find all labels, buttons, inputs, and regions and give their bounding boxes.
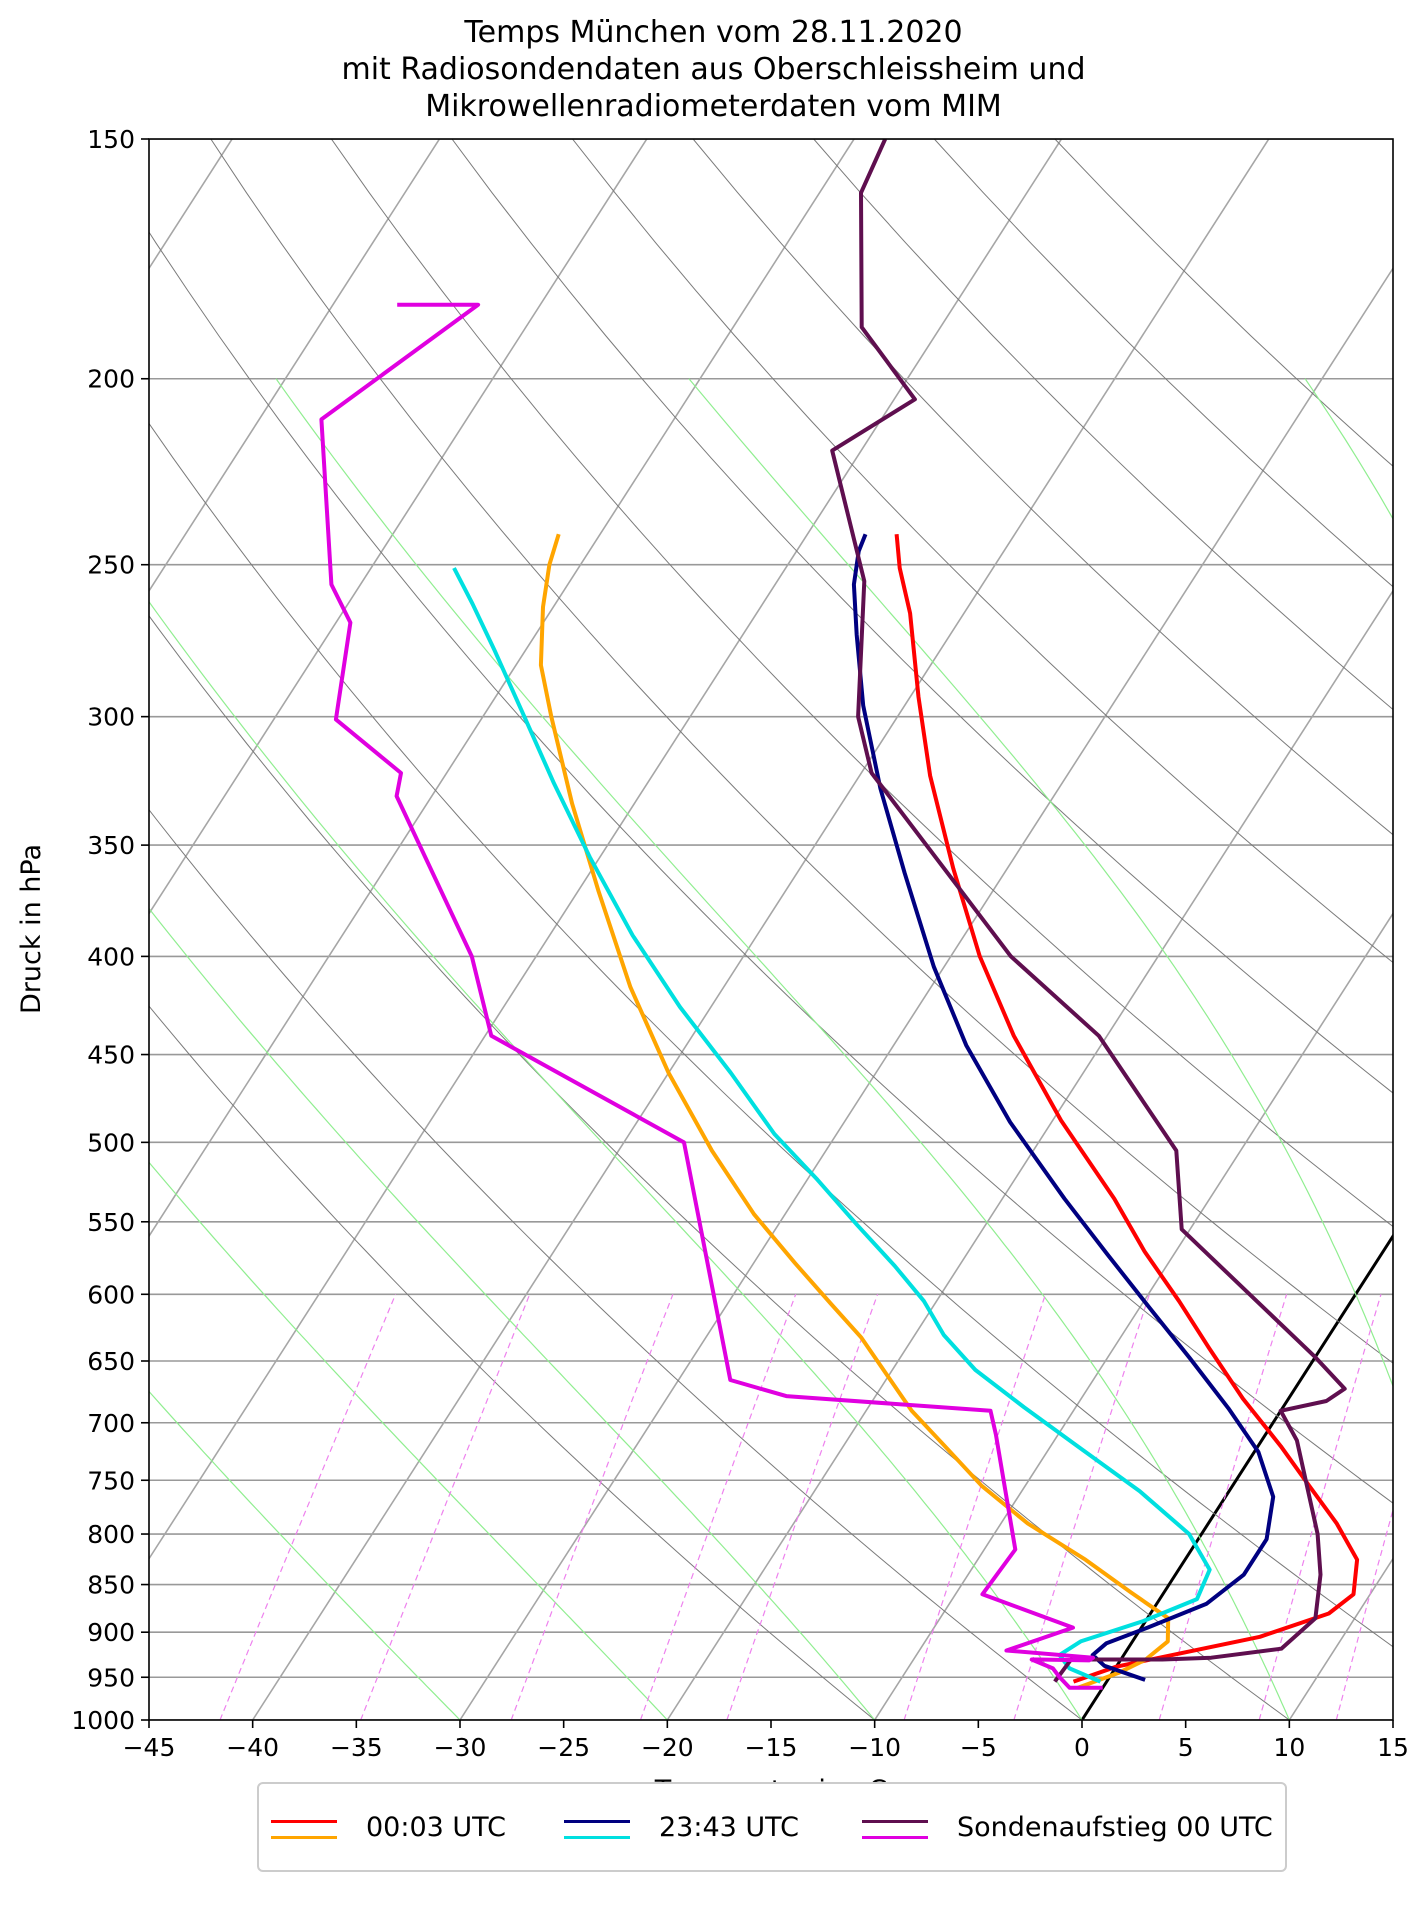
dry-adiabat-line — [149, 1005, 876, 1720]
dry-adiabat-line — [149, 809, 1083, 1720]
zero-isotherm-line — [1080, 1233, 1393, 1720]
series-line — [319, 302, 1103, 1690]
legend-label: 23:43 UTC — [659, 1812, 799, 1843]
isotherm-line — [149, 139, 234, 270]
x-tick-label: −25 — [537, 1733, 590, 1762]
x-tick-label: −15 — [745, 1733, 798, 1762]
chart-title-line-3: Mikrowellenradiometerdaten vom MIM — [425, 89, 1002, 124]
y-tick-label: 300 — [87, 703, 135, 732]
mixing-ratio-line — [360, 1294, 531, 1720]
x-tick-label: −40 — [226, 1733, 279, 1762]
mixing-ratio-line — [903, 1294, 1047, 1720]
mixing-ratio-line — [1013, 1294, 1150, 1720]
y-tick-label: 200 — [87, 365, 135, 394]
y-tick-label: 750 — [87, 1466, 135, 1495]
y-tick-label: 700 — [87, 1409, 135, 1438]
y-tick-label: 1000 — [71, 1706, 135, 1735]
series-line — [538, 533, 1171, 1690]
dry-adiabat-line — [1054, 139, 1393, 467]
legend-label: 00:03 UTC — [366, 1812, 506, 1843]
x-tick-label: −35 — [330, 1733, 383, 1762]
series-line — [894, 534, 1360, 1684]
profile-lines — [319, 139, 1360, 1690]
dry-adiabat-line — [330, 139, 1393, 1228]
x-tick-label: −5 — [960, 1733, 997, 1762]
y-tick-label: 650 — [87, 1347, 135, 1376]
dry-adiabat-line — [149, 615, 1290, 1720]
y-tick-label: 800 — [87, 1520, 135, 1549]
isotherm-line — [873, 912, 1393, 1720]
isotherm-line — [251, 139, 1270, 1720]
chart-title: Temps München vom 28.11.2020 mit Radioso… — [0, 14, 1427, 125]
moist-adiabat-line — [149, 1390, 461, 1720]
dry-adiabat-line — [149, 231, 1393, 1504]
dry-adiabat-line — [692, 139, 1393, 836]
legend-swatch-dewpoint — [862, 1836, 928, 1839]
legend-label: Sondenaufstieg 00 UTC — [957, 1812, 1273, 1843]
isotherm-line — [149, 139, 648, 915]
series-line — [452, 567, 1212, 1684]
dry-adiabat-line — [813, 139, 1393, 711]
moist-adiabat-line — [149, 907, 876, 1720]
mixing-ratio-line — [1158, 1294, 1288, 1720]
chart-title-line-1: Temps München vom 28.11.2020 — [464, 15, 963, 50]
mixing-ratio-line — [1258, 1294, 1382, 1720]
x-tick-label: 10 — [1273, 1733, 1305, 1762]
y-axis-label: Druck in hPa — [16, 844, 47, 1014]
mixing-ratio-line — [510, 1294, 674, 1720]
isotherm-line — [459, 266, 1393, 1720]
x-tick-label: −20 — [641, 1733, 694, 1762]
legend: 00:03 UTC 23:43 UTC Sondenaufstieg 00 UT… — [257, 1782, 1287, 1872]
x-tick-label: 5 — [1178, 1733, 1194, 1762]
x-tick-label: 0 — [1074, 1733, 1090, 1762]
y-tick-label: 250 — [87, 551, 135, 580]
dry-adiabat-line — [149, 422, 1393, 1648]
x-tick-label: −10 — [848, 1733, 901, 1762]
dry-adiabat-line — [451, 139, 1393, 1094]
legend-swatch-temperature — [564, 1820, 630, 1823]
mixing-ratio-line — [639, 1294, 797, 1720]
isotherm-line — [149, 139, 1063, 1561]
isotherm-line — [149, 139, 856, 1238]
y-tick-label: 900 — [87, 1618, 135, 1647]
y-tick-label: 550 — [87, 1208, 135, 1237]
y-tick-label: 350 — [87, 831, 135, 860]
legend-swatch-dewpoint — [271, 1836, 337, 1839]
moist-adiabat-line — [688, 378, 1393, 1388]
isotherm-line — [1288, 1557, 1393, 1720]
y-tick-label: 450 — [87, 1041, 135, 1070]
legend-swatch-temperature — [271, 1820, 337, 1823]
y-tick-label: 600 — [87, 1280, 135, 1309]
legend-swatch-temperature — [862, 1820, 928, 1823]
y-tick-label: 400 — [87, 942, 135, 971]
chart-title-line-2: mit Radiosondendaten aus Oberschleisshei… — [341, 52, 1086, 87]
series-line — [851, 533, 1276, 1682]
moist-adiabat-line — [149, 600, 1083, 1720]
mixing-ratio-line — [726, 1294, 879, 1720]
dry-adiabat-line — [210, 139, 1393, 1364]
axes: 1000 950 900 850 800 750 700 650 600 550 500 450 400… — [71, 125, 1409, 1762]
y-tick-label: 950 — [87, 1663, 135, 1692]
legend-swatch-dewpoint — [564, 1836, 630, 1839]
x-tick-label: −45 — [123, 1733, 176, 1762]
x-tick-label: 15 — [1377, 1733, 1409, 1762]
y-tick-label: 850 — [87, 1571, 135, 1600]
mixing-ratio-line — [219, 1294, 397, 1720]
isotherm-line — [666, 589, 1393, 1720]
mixing-ratio-line — [1335, 1507, 1393, 1720]
moist-adiabat-line — [1304, 378, 1393, 521]
y-tick-label: 500 — [87, 1128, 135, 1157]
diagram-background-lines — [149, 139, 1393, 1720]
series-line — [830, 139, 1347, 1683]
x-tick-label: −30 — [434, 1733, 487, 1762]
y-tick-label: 150 — [87, 125, 135, 154]
moist-adiabat-line — [275, 378, 1290, 1720]
dry-adiabat-line — [572, 139, 1393, 964]
moist-adiabat-line — [149, 1161, 668, 1720]
